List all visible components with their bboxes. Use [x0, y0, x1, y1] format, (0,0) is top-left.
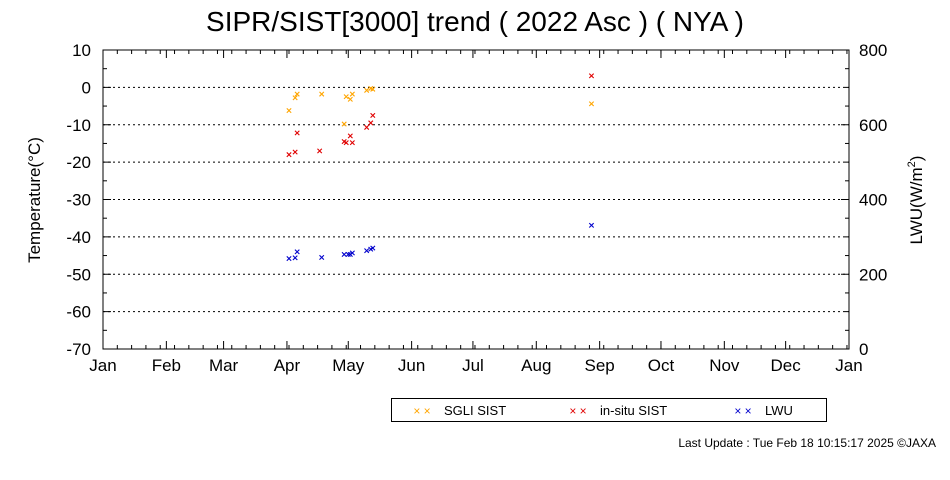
y2-axis-label: LWU(W/m2): [906, 156, 926, 245]
y-tick-label: 0: [82, 78, 91, 97]
y2-axis-label-main: LWU(W/m: [907, 167, 926, 244]
data-point-lwu: [319, 254, 325, 261]
data-point-in-situ-sist: [364, 124, 370, 130]
legend-marker-lwu: × ×: [734, 404, 752, 418]
data-points: [286, 73, 595, 262]
x-tick-label: Mar: [209, 356, 239, 375]
data-point-in-situ-sist: [343, 140, 349, 146]
y2-tick-label: 0: [859, 340, 868, 359]
y-tick-label: -20: [66, 153, 91, 172]
x-tick-label: Jul: [462, 356, 484, 375]
axis-ticks: 100-10-20-30-40-50-60-708006004002000Jan…: [66, 41, 887, 375]
y-tick-label: -40: [66, 228, 91, 247]
data-point-sgli-sist: [370, 86, 376, 92]
data-point-lwu: [286, 255, 292, 262]
y-tick-label: -60: [66, 303, 91, 322]
x-tick-label: Apr: [274, 356, 301, 375]
data-point-lwu: [341, 251, 347, 258]
data-point-in-situ-sist: [292, 149, 298, 155]
data-point-sgli-sist: [319, 91, 325, 97]
legend-label-lwu: LWU: [765, 403, 793, 418]
legend-marker-insitu: × ×: [569, 404, 587, 418]
last-update-text: Last Update : Tue Feb 18 10:15:17 2025 ©…: [678, 436, 936, 450]
x-tick-label: Sep: [585, 356, 615, 375]
data-point-lwu: [588, 222, 595, 228]
x-tick-label: Jan: [89, 356, 116, 375]
data-point-lwu: [349, 250, 355, 256]
legend-item-sgli: × × SGLI SIST: [406, 403, 506, 418]
data-point-lwu: [294, 249, 300, 255]
y-tick-label: -50: [66, 265, 91, 284]
legend-marker-sgli: × ×: [413, 404, 431, 418]
data-point-lwu: [370, 245, 376, 251]
data-point-sgli-sist: [343, 94, 349, 100]
data-point-in-situ-sist: [349, 140, 355, 146]
y2-tick-label: 800: [859, 41, 887, 60]
data-point-in-situ-sist: [370, 112, 376, 118]
data-point-lwu: [345, 251, 351, 258]
data-point-in-situ-sist: [368, 120, 374, 126]
data-point-sgli-sist: [364, 87, 370, 93]
y2-axis-label-superscript: 2: [906, 161, 918, 167]
x-tick-label: Oct: [648, 356, 675, 375]
grid-lines: [103, 86, 849, 313]
y2-tick-label: 200: [859, 265, 887, 284]
data-point-sgli-sist: [294, 91, 300, 97]
chart-title: SIPR/SIST[3000] trend ( 2022 Asc ) ( NYA…: [206, 6, 744, 37]
data-point-in-situ-sist: [317, 148, 323, 154]
y-tick-label: -30: [66, 191, 91, 210]
data-point-sgli-sist: [349, 91, 355, 97]
data-point-sgli-sist: [292, 95, 298, 101]
x-tick-label: May: [332, 356, 365, 375]
x-tick-label: Dec: [771, 356, 802, 375]
legend-label-insitu: in-situ SIST: [600, 403, 668, 418]
y2-tick-label: 400: [859, 191, 887, 210]
data-point-lwu: [292, 255, 298, 261]
y-axis-label: Temperature(°C): [25, 137, 44, 263]
y2-tick-label: 600: [859, 116, 887, 135]
data-point-lwu: [364, 248, 370, 254]
y-tick-label: -70: [66, 340, 91, 359]
x-tick-label: Aug: [521, 356, 551, 375]
x-tick-label: Jun: [398, 356, 425, 375]
y-tick-label: 10: [72, 41, 91, 60]
x-tick-label: Nov: [709, 356, 740, 375]
data-point-sgli-sist: [286, 107, 292, 114]
x-tick-label: Jan: [835, 356, 862, 375]
data-point-in-situ-sist: [294, 130, 300, 136]
data-point-in-situ-sist: [286, 152, 292, 158]
x-tick-label: Feb: [152, 356, 181, 375]
data-point-in-situ-sist: [347, 133, 353, 139]
data-point-sgli-sist: [588, 101, 595, 107]
legend-item-lwu: × × LWU: [727, 403, 793, 418]
y-tick-label: -10: [66, 116, 91, 135]
chart-legend: × × SGLI SIST × × in-situ SIST × × LWU: [391, 398, 827, 422]
data-point-sgli-sist: [341, 121, 347, 127]
y2-axis-label-end: ): [907, 156, 926, 162]
data-point-in-situ-sist: [588, 73, 595, 79]
data-point-sgli-sist: [347, 96, 353, 102]
legend-label-sgli: SGLI SIST: [444, 403, 507, 418]
legend-item-insitu: × × in-situ SIST: [562, 403, 667, 418]
